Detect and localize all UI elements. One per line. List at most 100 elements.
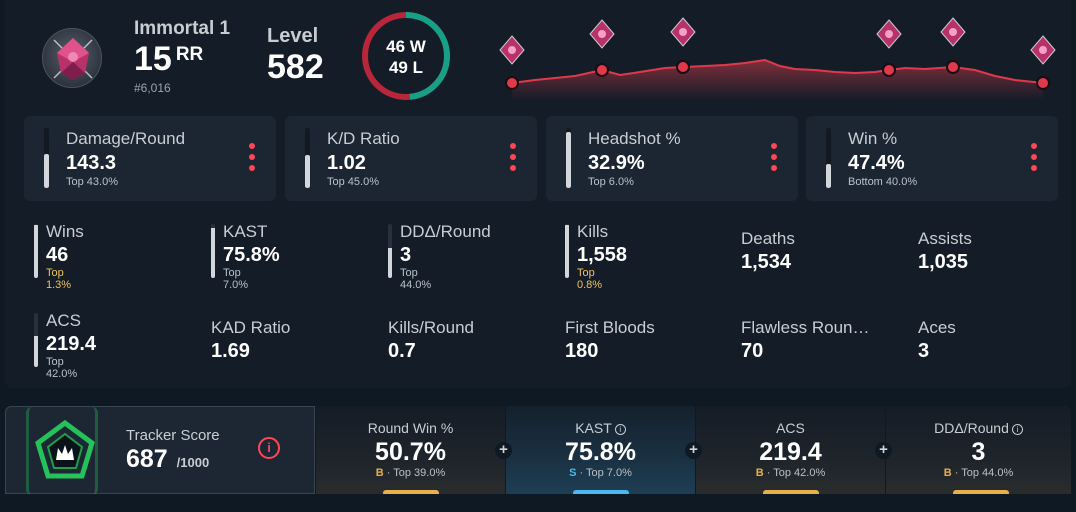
more-options-icon[interactable] [248, 143, 256, 171]
stat-value: 75.8% [223, 244, 280, 266]
card-label: Damage/Round [66, 129, 186, 148]
card-label: Headshot % [588, 129, 681, 148]
tracker-score-glow [26, 407, 98, 494]
more-options-icon[interactable] [1030, 143, 1038, 171]
percentile-bar-fill [566, 131, 571, 188]
trend-point [505, 76, 519, 90]
card-value: 32.9% [588, 152, 645, 174]
tracker-column-round-win: Round Win % 50.7% B · Top 39.0% [315, 406, 505, 494]
trend-point [1036, 76, 1050, 90]
percentile-bar [211, 224, 215, 278]
stat-percentile: Top 7.0% [223, 267, 249, 291]
plus-icon[interactable]: + [685, 442, 702, 459]
info-icon[interactable]: i [258, 437, 280, 459]
stat-card: Win % 47.4% Bottom 40.0% [806, 116, 1058, 201]
rank-badge-icon [589, 19, 615, 49]
stat-card: Headshot % 32.9% Top 6.0% [546, 116, 798, 201]
percentile-bar-fill [826, 164, 831, 188]
stat-value: 1,558 [577, 244, 628, 266]
stat-percentile: Top 44.0% [400, 267, 432, 291]
grade-letter: B [375, 467, 384, 479]
percentile-text: Top 39.0% [393, 467, 446, 479]
grade-bar [763, 490, 819, 494]
stat-label: Assists [918, 229, 972, 248]
info-icon[interactable]: i [1011, 424, 1023, 435]
losses-label: L [412, 58, 424, 77]
plus-icon[interactable]: + [875, 442, 892, 459]
plus-icon[interactable]: + [495, 442, 512, 459]
wins-line: 46 W [361, 36, 451, 57]
percentile-bar [44, 128, 49, 188]
percentile-bar-fill [44, 153, 49, 188]
column-value: 75.8% [565, 438, 636, 466]
column-label: ACS [696, 420, 885, 436]
rank-badge-icon [876, 19, 902, 49]
losses-line: 49 L [361, 57, 451, 78]
percentile-bar [565, 224, 569, 278]
immortal-rank-icon [42, 28, 102, 88]
grade-letter: B [755, 467, 764, 479]
tracker-score-label: Tracker Score [126, 427, 220, 444]
rank-badge-icon [499, 35, 525, 65]
trend-point [676, 60, 690, 74]
column-value: 50.7% [375, 438, 446, 466]
percentile-bar [388, 224, 392, 278]
card-label: K/D Ratio [327, 129, 400, 148]
column-percentile: B · Top 42.0% [755, 467, 826, 479]
stat-label: KAST [223, 222, 268, 241]
tracker-score-box: Tracker Score 687 /1000 i [5, 406, 315, 494]
card-label: Win % [848, 129, 898, 148]
tracker-score-max: /1000 [176, 455, 210, 470]
column-label-text: ACS [776, 420, 805, 436]
rr-value: 15 [134, 40, 172, 78]
percentile-bar [566, 128, 571, 188]
stat-label: KAD Ratio [211, 318, 291, 337]
rank-badge-icon [670, 17, 696, 47]
stat-value: 1,534 [741, 251, 792, 273]
stat-card: K/D Ratio 1.02 Top 45.0% [285, 116, 537, 201]
tracker-score-value: 687 /1000 [126, 445, 209, 474]
stat-percentile: Top 0.8% [577, 267, 603, 291]
more-options-icon[interactable] [509, 143, 517, 171]
stat-value: 70 [741, 340, 764, 362]
info-icon[interactable]: i [614, 424, 626, 435]
percentile-bar [34, 224, 38, 278]
grade-letter: S [569, 467, 577, 479]
card-percentile: Top 6.0% [588, 176, 634, 188]
level-label: Level [267, 25, 319, 47]
tracker-column-kast: KAST i 75.8% S · Top 7.0% [505, 406, 695, 494]
stat-label: Kills/Round [388, 318, 474, 337]
stat-value: 46 [46, 244, 69, 266]
rank-trend-chart [499, 17, 1056, 100]
percentile-bar [34, 313, 38, 367]
column-label-text: Round Win % [367, 420, 454, 436]
column-value: 219.4 [759, 438, 822, 466]
stat-value: 3 [400, 244, 412, 266]
rank-name: Immortal 1 [134, 18, 231, 39]
percentile-bar-fill [34, 225, 38, 278]
card-value: 143.3 [66, 152, 117, 174]
grade-letter: B [943, 467, 952, 479]
trend-point [882, 63, 896, 77]
stat-value: 3 [918, 340, 930, 362]
stat-label: Wins [46, 222, 84, 241]
stat-label: Deaths [741, 229, 795, 248]
trend-point [946, 60, 960, 74]
percentile-bar [826, 128, 831, 188]
tracker-column-acs: ACS 219.4 B · Top 42.0% [695, 406, 885, 494]
percentile-bar-fill [34, 335, 38, 367]
column-label-text: KAST [575, 420, 612, 436]
wins-label: W [409, 37, 426, 56]
rank-badge-icon [1030, 35, 1056, 65]
stat-label: ACS [46, 311, 81, 330]
stat-value: 219.4 [46, 333, 97, 355]
stat-value: 1,035 [918, 251, 969, 273]
stat-card: Damage/Round 143.3 Top 43.0% [24, 116, 276, 201]
more-options-icon[interactable] [770, 143, 778, 171]
column-percentile: S · Top 7.0% [569, 467, 632, 479]
stat-percentile: Top 1.3% [46, 267, 72, 291]
column-label: Round Win % [316, 420, 505, 436]
column-value: 3 [971, 438, 986, 466]
column-label-text: DDΔ/Round [934, 420, 1009, 436]
level-value: 582 [267, 48, 324, 86]
